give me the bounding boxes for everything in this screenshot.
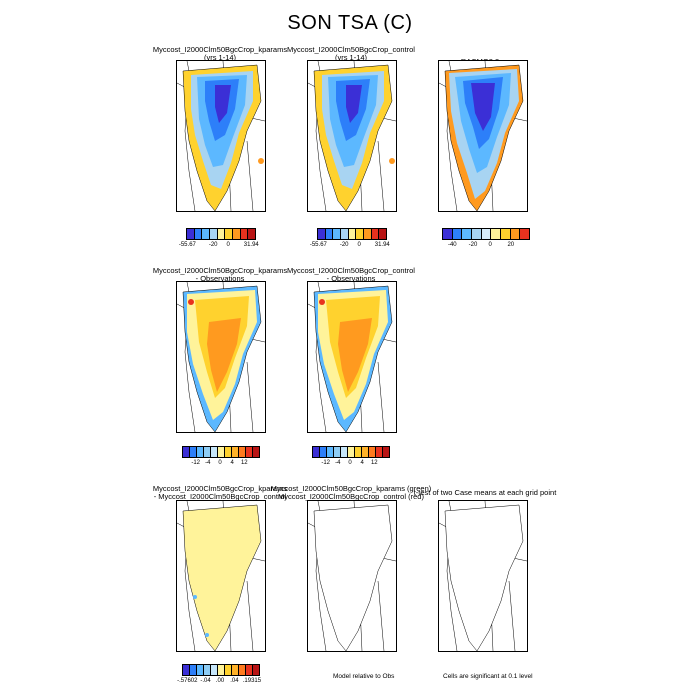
greenland-outline-8	[444, 504, 524, 651]
panel-title-7-line2: Myccost_I2000Clm50BgcCrop_control (red)	[278, 492, 424, 501]
panel-title-2-line1: Myccost_I2000Clm50BgcCrop_control	[287, 45, 415, 54]
panel-title-4-line2: - Observations	[195, 274, 245, 283]
panel-title-2: Myccost_I2000Clm50BgcCrop_control (yrs 1…	[251, 46, 451, 62]
map-panel-ttest	[438, 500, 528, 652]
greenland-outline-6	[182, 504, 262, 651]
map-panel-racmo	[438, 60, 528, 212]
panel-title-1-line2: (yrs 1-14)	[203, 53, 237, 62]
panel-title-5-line2: - Observations	[326, 274, 376, 283]
greenland-outline-7	[313, 504, 393, 651]
panel-title-4-line1: Myccost_I2000Clm50BgcCrop_kparams	[152, 266, 288, 275]
map-panel-kparams-minus-control	[176, 500, 266, 652]
colorbar-control-minus-obs	[312, 446, 390, 458]
map-panel-green-red	[307, 500, 397, 652]
panel-title-5-line1: Myccost_I2000Clm50BgcCrop_control	[287, 266, 415, 275]
map-panel-control-minus-obs	[307, 281, 397, 433]
panel-title-7: Myccost_I2000Clm50BgcCrop_kparams (green…	[251, 485, 451, 501]
panel-title-8-line1: t-test of two Case means at each grid po…	[413, 488, 557, 497]
panel-title-6-line2: - Myccost_I2000Clm50BgcCrop_control	[153, 492, 287, 501]
panel-title-7-line1: Myccost_I2000Clm50BgcCrop_kparams (green…	[270, 484, 432, 493]
colorbar-model-control	[317, 228, 387, 240]
panel-title-1: Myccost_I2000Clm50BgcCrop_kparams (yrs 1…	[120, 46, 320, 62]
panel-title-1-line1: Myccost_I2000Clm50BgcCrop_kparams	[152, 45, 288, 54]
panel-title-8: t-test of two Case means at each grid po…	[385, 489, 585, 497]
panel-title-5: Myccost_I2000Clm50BgcCrop_control - Obse…	[251, 267, 451, 283]
map-panel-model-kparams	[176, 60, 266, 212]
panel-title-2-line2: (yrs 1-14)	[334, 53, 368, 62]
colorbar-kparams-minus-obs	[182, 446, 260, 458]
colorbar-kparams-minus-control	[182, 664, 260, 676]
map-panel-kparams-minus-obs	[176, 281, 266, 433]
page-title: SON TSA (C)	[287, 12, 413, 34]
panel-title-6: Myccost_I2000Clm50BgcCrop_kparams - Mycc…	[120, 485, 320, 501]
panel-title-6-line1: Myccost_I2000Clm50BgcCrop_kparams	[152, 484, 288, 493]
panel-title-4: Myccost_I2000Clm50BgcCrop_kparams - Obse…	[120, 267, 320, 283]
note-significance: Cells are significant at 0.1 level	[443, 673, 533, 680]
colorbar-racmo	[442, 228, 530, 240]
note-model-relative: Model relative to Obs	[333, 673, 395, 680]
map-panel-model-control	[307, 60, 397, 212]
colorbar-model-kparams	[186, 228, 256, 240]
